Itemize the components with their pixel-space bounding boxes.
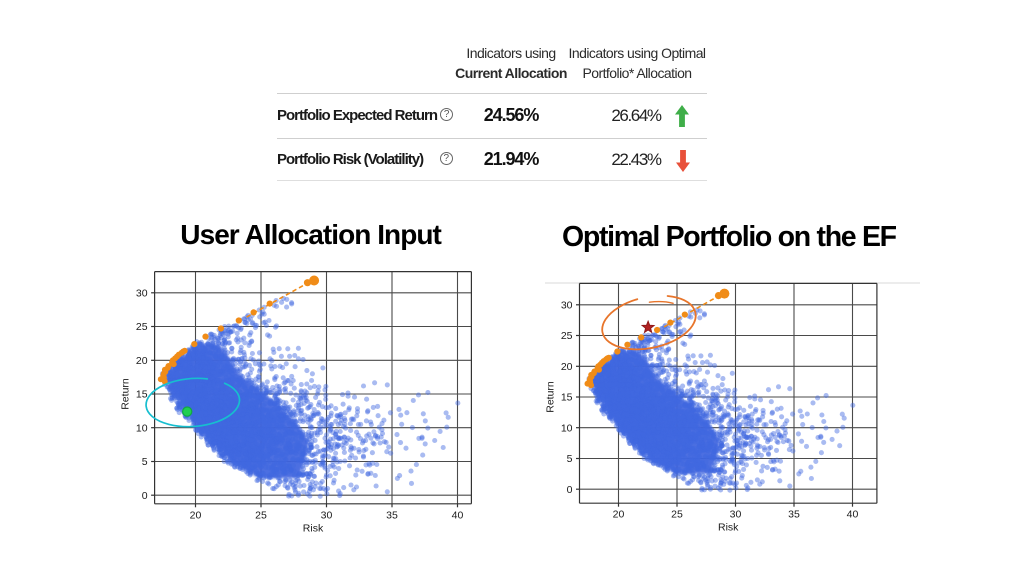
svg-text:Risk: Risk (303, 522, 324, 534)
svg-text:35: 35 (386, 509, 398, 521)
svg-text:15: 15 (136, 389, 148, 401)
svg-text:30: 30 (321, 509, 333, 521)
svg-text:25: 25 (136, 321, 148, 333)
svg-text:0: 0 (142, 490, 148, 502)
svg-text:40: 40 (452, 509, 464, 521)
svg-text:30: 30 (136, 287, 148, 299)
svg-text:Return: Return (120, 378, 132, 410)
svg-text:10: 10 (136, 422, 148, 434)
svg-text:20: 20 (136, 355, 148, 367)
svg-text:25: 25 (255, 509, 267, 521)
svg-text:5: 5 (142, 456, 148, 468)
svg-text:20: 20 (190, 509, 202, 521)
